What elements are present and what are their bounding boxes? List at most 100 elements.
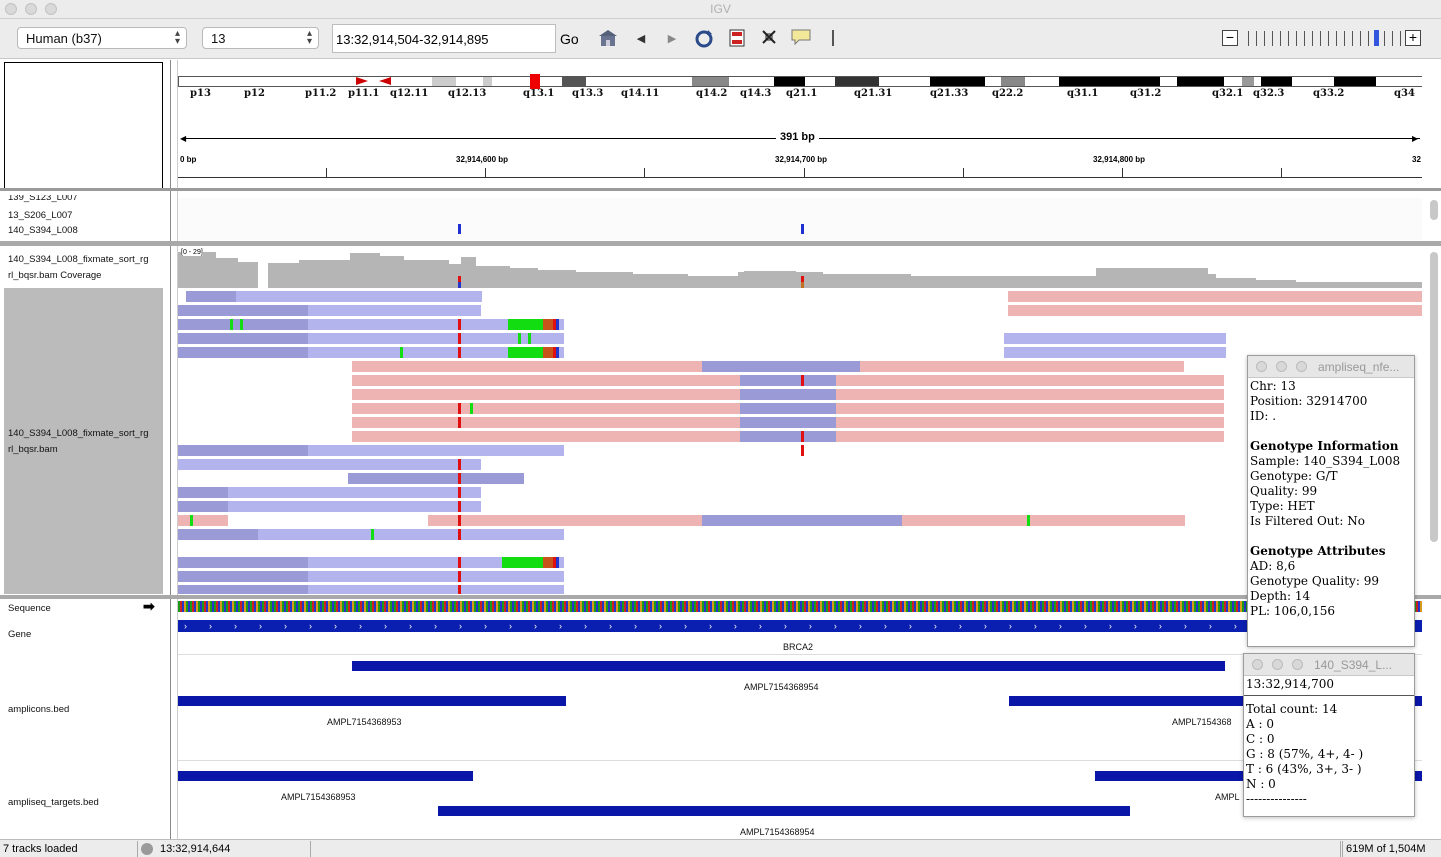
alignment-track[interactable] [178, 288, 1422, 594]
mismatch-base-t[interactable] [458, 501, 461, 512]
popup-minimize-button[interactable] [1272, 659, 1283, 670]
mismatch-base-t[interactable] [801, 375, 804, 386]
alignment-track-name[interactable]: rl_bqsr.bam [8, 444, 58, 455]
read-soft-clip[interactable] [178, 333, 308, 344]
amplicon-feature[interactable] [352, 661, 1225, 671]
read-alignment[interactable] [178, 515, 228, 526]
coverage-bar[interactable] [323, 260, 350, 288]
popup-minimize-button[interactable] [1276, 361, 1287, 372]
popup-text-icon[interactable] [790, 28, 812, 50]
coverage-bar[interactable] [688, 276, 708, 288]
mismatch-base-c[interactable] [543, 319, 553, 330]
mismatch-base-c[interactable] [543, 557, 553, 568]
coverage-bar[interactable] [608, 272, 633, 288]
coverage-bar[interactable] [1008, 276, 1096, 288]
zoom-out-button[interactable]: − [1222, 30, 1238, 46]
sequence-track[interactable] [178, 601, 1422, 612]
zoom-window-button[interactable] [45, 3, 57, 15]
coverage-bar[interactable] [708, 276, 738, 288]
read-alignment[interactable] [740, 417, 836, 428]
mismatch-base-t[interactable] [458, 557, 461, 568]
sequence-track-name[interactable]: Sequence [8, 603, 51, 614]
mismatch-base-g[interactable] [240, 319, 243, 330]
coverage-bar[interactable] [633, 274, 688, 288]
read-alignment[interactable] [186, 291, 482, 302]
go-button[interactable]: Go [560, 31, 579, 47]
panel-separator[interactable] [0, 595, 1441, 599]
zoom-in-button[interactable]: + [1405, 30, 1421, 46]
amplicon-feature[interactable] [1009, 696, 1422, 706]
mismatch-base-g[interactable] [502, 557, 552, 568]
vcf-sample-name[interactable]: 140_S394_L008 [8, 225, 78, 236]
read-alignment[interactable] [178, 445, 564, 456]
vcf-sample-name[interactable]: 139_S123_L007 [8, 195, 78, 203]
coverage-bar[interactable] [208, 258, 238, 288]
read-alignment[interactable] [348, 473, 524, 484]
read-alignment[interactable] [1004, 347, 1226, 358]
alignment-track-name[interactable]: 140_S394_L008_fixmate_sort_rg [8, 428, 149, 439]
vcf-genotype-panel[interactable] [178, 198, 1422, 240]
locus-input[interactable]: 13:32,914,504-32,914,895 [332, 24, 556, 53]
coverage-bar[interactable] [738, 272, 744, 288]
popup-zoom-button[interactable] [1296, 361, 1307, 372]
read-alignment[interactable] [178, 333, 564, 344]
read-alignment[interactable] [178, 501, 481, 512]
read-alignment[interactable] [702, 515, 902, 526]
read-alignment[interactable] [1008, 291, 1422, 302]
read-alignment[interactable] [178, 487, 481, 498]
read-alignment[interactable] [178, 305, 481, 316]
mismatch-base-g[interactable] [230, 319, 233, 330]
mismatch-base-t[interactable] [458, 417, 461, 428]
read-alignment[interactable] [178, 347, 564, 358]
mismatch-base-t[interactable] [553, 319, 556, 330]
coverage-bar[interactable] [476, 266, 510, 288]
read-alignment[interactable] [1004, 333, 1226, 344]
coverage-bar[interactable] [404, 260, 449, 288]
header-separator[interactable] [0, 188, 1441, 191]
amplicon-feature[interactable] [178, 696, 566, 706]
mismatch-base-g[interactable] [508, 319, 552, 330]
mismatch-base-t[interactable] [553, 557, 556, 568]
amplicons-track-name[interactable]: amplicons.bed [8, 704, 70, 715]
coverage-track-name[interactable]: rl_bqsr.bam Coverage [8, 270, 102, 281]
vcf-sample-name[interactable]: 13_S206_L007 [8, 210, 73, 221]
mismatch-base-g[interactable] [518, 333, 521, 344]
mismatch-base-t[interactable] [458, 515, 461, 526]
back-icon[interactable]: ◀ [636, 33, 646, 45]
coverage-bar[interactable] [380, 256, 404, 288]
zoom-slider-thumb[interactable] [1374, 30, 1379, 46]
read-alignment[interactable] [1008, 305, 1422, 316]
target-feature[interactable] [438, 806, 1130, 816]
coverage-bar[interactable] [1368, 282, 1422, 288]
read-soft-clip[interactable] [178, 305, 308, 316]
coverage-bar[interactable] [1256, 280, 1296, 288]
mismatch-base-t[interactable] [553, 347, 556, 358]
coverage-bar[interactable] [911, 276, 1008, 288]
read-soft-clip[interactable] [178, 501, 228, 512]
fit-icon[interactable] [758, 28, 780, 50]
strand-arrow-icon[interactable]: ➡ [143, 598, 155, 614]
mismatch-base-t[interactable] [458, 585, 461, 594]
mismatch-base-t[interactable] [458, 473, 461, 484]
mismatch-base-a[interactable] [556, 557, 559, 568]
mismatch-base-t[interactable] [458, 403, 461, 414]
popup-title[interactable]: ampliseq_nfe... [1248, 356, 1414, 378]
read-soft-clip[interactable] [178, 557, 308, 568]
coverage-bar[interactable] [744, 271, 796, 288]
chromosome-select[interactable]: 13 ▴ ▾ [202, 27, 319, 49]
gene-track-name[interactable]: Gene [8, 629, 32, 640]
genotype-het-call[interactable] [458, 224, 461, 234]
mismatch-base-t[interactable] [458, 319, 461, 330]
mismatch-base-t[interactable] [458, 571, 461, 582]
mismatch-base-g[interactable] [190, 515, 193, 526]
genome-select[interactable]: Human (b37) ▴ ▾ [17, 27, 187, 49]
read-soft-clip[interactable] [186, 291, 236, 302]
read-alignment[interactable] [740, 431, 836, 442]
mismatch-base-g[interactable] [1027, 515, 1030, 526]
read-soft-clip[interactable] [178, 585, 308, 594]
coverage-bar[interactable] [510, 268, 538, 288]
panel-separator[interactable] [0, 241, 1441, 246]
forward-icon[interactable]: ▶ [667, 33, 677, 45]
read-alignment[interactable] [178, 459, 481, 470]
mismatch-base-t[interactable] [801, 431, 804, 442]
